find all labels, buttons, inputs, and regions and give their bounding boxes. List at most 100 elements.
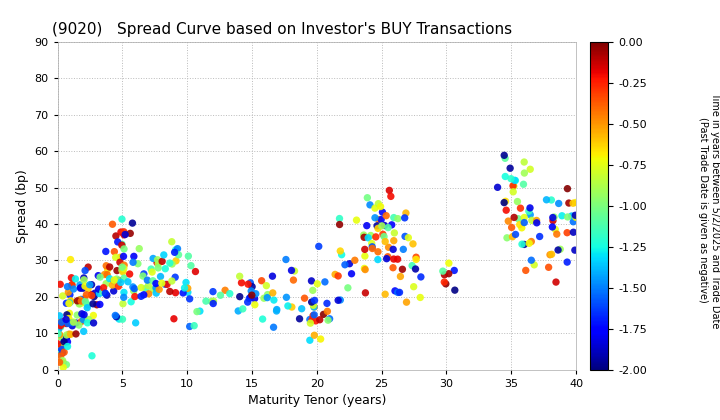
Point bbox=[53, 326, 64, 333]
Point bbox=[116, 216, 127, 223]
Point bbox=[562, 185, 573, 192]
Point bbox=[242, 299, 253, 305]
Point bbox=[101, 262, 112, 269]
Point bbox=[267, 289, 279, 296]
Point bbox=[307, 302, 319, 309]
Point bbox=[65, 256, 76, 263]
Point bbox=[78, 276, 90, 283]
Point bbox=[395, 273, 406, 280]
Point bbox=[115, 228, 127, 235]
Point bbox=[286, 267, 297, 274]
Point bbox=[92, 272, 104, 279]
Point bbox=[80, 300, 91, 307]
Point bbox=[84, 281, 96, 288]
Point bbox=[377, 209, 388, 215]
Point bbox=[118, 228, 130, 235]
Point bbox=[389, 230, 400, 236]
Point bbox=[127, 284, 139, 290]
Point bbox=[299, 295, 310, 302]
Point bbox=[234, 273, 246, 280]
Point bbox=[382, 253, 394, 260]
Point bbox=[118, 294, 130, 301]
Point bbox=[91, 302, 103, 308]
Point bbox=[66, 323, 78, 329]
Point bbox=[375, 216, 387, 223]
Point bbox=[514, 221, 526, 228]
Point bbox=[387, 264, 399, 271]
Point bbox=[71, 312, 83, 318]
Point bbox=[271, 307, 282, 314]
Point bbox=[56, 343, 68, 349]
Point bbox=[60, 316, 72, 323]
Point bbox=[99, 290, 111, 297]
Point bbox=[58, 360, 69, 366]
Point bbox=[315, 336, 326, 342]
Point bbox=[80, 298, 91, 305]
Point bbox=[153, 265, 164, 271]
Point bbox=[61, 332, 73, 339]
Point bbox=[101, 292, 112, 299]
Point bbox=[164, 260, 176, 266]
Point bbox=[498, 199, 510, 206]
Point bbox=[73, 322, 85, 328]
Point bbox=[65, 331, 76, 338]
Point bbox=[518, 214, 530, 221]
Point bbox=[207, 288, 219, 295]
Point bbox=[124, 270, 135, 277]
Point bbox=[382, 224, 394, 231]
Point bbox=[562, 214, 573, 220]
Point bbox=[118, 275, 130, 281]
Point bbox=[62, 339, 73, 345]
Point bbox=[125, 230, 136, 237]
Point bbox=[306, 317, 318, 323]
Point bbox=[60, 361, 72, 368]
Point bbox=[118, 246, 130, 252]
Point bbox=[518, 170, 530, 176]
Point bbox=[392, 256, 403, 262]
Point bbox=[54, 331, 66, 338]
Point bbox=[500, 198, 511, 205]
Point bbox=[164, 288, 176, 295]
Point bbox=[334, 215, 346, 222]
Point bbox=[541, 197, 552, 203]
Point bbox=[346, 270, 357, 277]
Point bbox=[543, 264, 554, 270]
Point bbox=[366, 245, 378, 252]
Point bbox=[173, 252, 184, 258]
Point bbox=[570, 199, 581, 206]
Point bbox=[312, 281, 323, 287]
Point bbox=[200, 298, 212, 304]
Point bbox=[189, 322, 200, 329]
Point bbox=[359, 266, 371, 273]
Point bbox=[289, 268, 300, 274]
Point bbox=[117, 300, 129, 307]
Point bbox=[516, 241, 528, 247]
Point bbox=[61, 312, 73, 318]
Point bbox=[518, 181, 529, 188]
Point bbox=[122, 278, 134, 285]
Point bbox=[55, 324, 66, 331]
Point bbox=[70, 331, 81, 337]
Point bbox=[185, 262, 197, 269]
Point bbox=[86, 281, 97, 288]
Point bbox=[306, 278, 318, 284]
Point bbox=[142, 277, 153, 284]
Point bbox=[510, 177, 521, 184]
Point bbox=[70, 276, 81, 282]
Point bbox=[107, 221, 118, 228]
Point bbox=[523, 208, 534, 215]
Point bbox=[169, 249, 181, 256]
Point bbox=[508, 214, 520, 221]
Point bbox=[66, 282, 78, 289]
Point bbox=[130, 320, 141, 326]
Point bbox=[377, 231, 389, 238]
Point bbox=[170, 289, 181, 296]
Point bbox=[182, 289, 194, 296]
Point bbox=[505, 175, 517, 182]
Point bbox=[262, 291, 274, 298]
Point bbox=[410, 256, 422, 263]
Point bbox=[234, 293, 246, 300]
Point bbox=[324, 315, 336, 322]
Point bbox=[329, 271, 341, 278]
Point bbox=[160, 265, 171, 272]
